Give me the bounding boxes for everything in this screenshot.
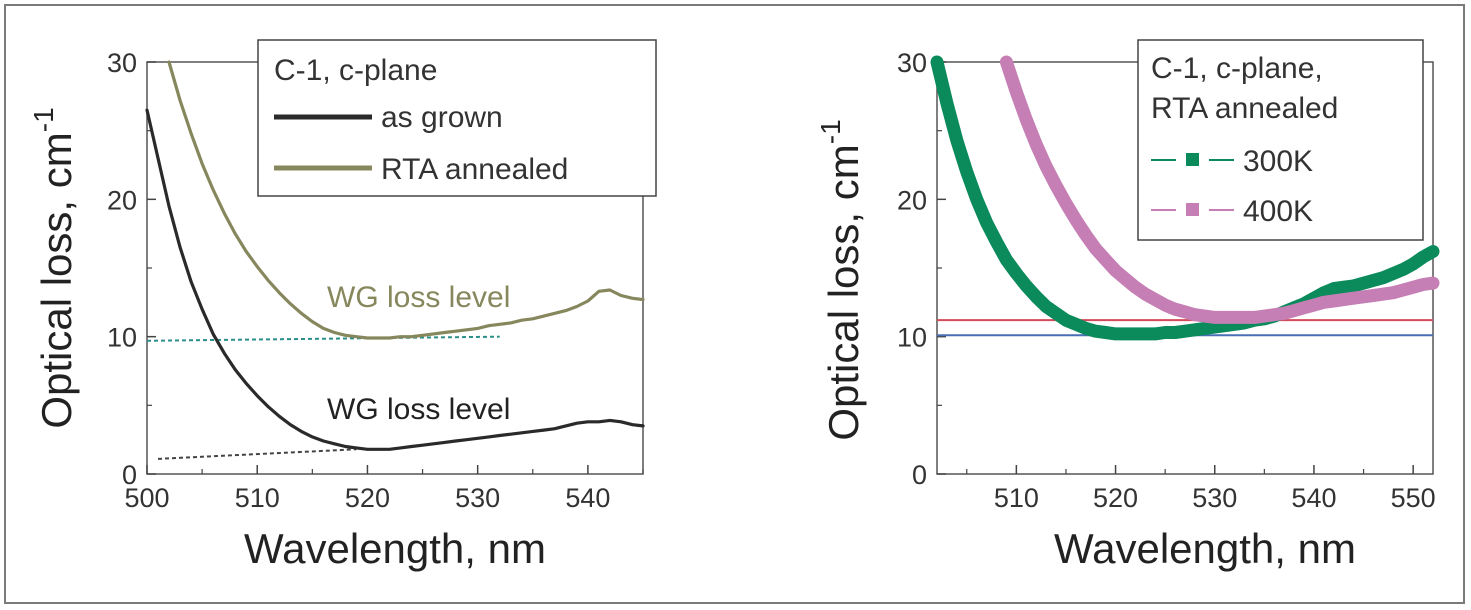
svg-text:Optical loss, cm-1: Optical loss, cm-1 — [815, 119, 867, 440]
left-upper-wg-label: WG loss level — [327, 281, 510, 314]
x-tick-label-0-4: 540 — [565, 483, 610, 513]
x-tick-label-1-3: 540 — [1291, 483, 1336, 513]
reference-line-0-1 — [157, 448, 357, 460]
left-series — [145, 60, 645, 451]
x-tick-label-1-2: 530 — [1192, 483, 1237, 513]
y-tick-label-1-0: 0 — [912, 460, 927, 490]
svg-text:Optical loss, cm-1: Optical loss, cm-1 — [28, 107, 80, 428]
left-legend-label-rta: RTA annealed — [381, 153, 568, 186]
right-y-axis-title-main: Optical loss, cm — [820, 144, 867, 440]
right-legend-label-400k: 400K — [1243, 195, 1313, 228]
left-y-axis-title: Optical loss, cm-1 — [28, 107, 80, 428]
right-legend-box — [1137, 39, 1424, 241]
x-tick-label-1-4: 550 — [1391, 483, 1436, 513]
series-line-1-0 — [930, 55, 1440, 341]
right-legend: C-1, c-plane, RTA annealed 300K 400K — [1137, 39, 1424, 241]
left-y-axis-title-sup: -1 — [28, 107, 59, 132]
y-tick-label-1-2: 20 — [897, 185, 927, 215]
left-ticks: 500 510 520 530 540 0 10 20 30 — [107, 48, 644, 513]
series-line-0-1 — [167, 60, 645, 340]
right-series — [930, 55, 1440, 341]
right-y-axis-title-sup: -1 — [815, 119, 846, 144]
x-tick-label-0-1: 510 — [235, 483, 280, 513]
series-line-0-0 — [145, 108, 645, 451]
left-x-axis-title: Wavelength, nm — [244, 525, 546, 572]
left-legend-title: C-1, c-plane — [274, 54, 437, 87]
x-tick-label-0-0: 500 — [124, 483, 169, 513]
y-tick-label-1-1: 10 — [897, 323, 927, 353]
right-legend-label-300k: 300K — [1243, 145, 1313, 178]
series-line-1-1 — [999, 55, 1440, 324]
left-y-axis-title-main: Optical loss, cm — [33, 132, 80, 428]
y-tick-label-1-3: 30 — [897, 48, 927, 78]
reference-line-0-0 — [146, 335, 500, 342]
right-legend-swatch-400k — [1151, 203, 1234, 216]
right-y-axis-title: Optical loss, cm-1 — [815, 119, 867, 440]
right-chart: 510 520 530 540 550 0 10 20 30 C-1, c-plane, RTA… — [815, 39, 1440, 572]
y-tick-label-0-1: 10 — [107, 323, 137, 353]
left-legend-label-as-grown: as grown — [381, 101, 503, 134]
right-legend-title-line1: C-1, c-plane, — [1151, 52, 1323, 85]
right-x-axis-title: Wavelength, nm — [1054, 525, 1356, 572]
x-tick-label-0-2: 520 — [345, 483, 390, 513]
right-legend-title-line2: RTA annealed — [1151, 92, 1338, 125]
left-lower-wg-label: WG loss level — [327, 393, 510, 426]
y-tick-label-0-2: 20 — [107, 185, 137, 215]
right-ticks: 510 520 530 540 550 0 10 20 30 — [897, 48, 1436, 513]
left-reference-lines — [146, 335, 500, 460]
left-legend: C-1, c-plane as grown RTA annealed — [257, 39, 657, 197]
x-tick-label-1-0: 510 — [994, 483, 1039, 513]
x-tick-label-1-1: 520 — [1093, 483, 1138, 513]
x-tick-label-0-3: 530 — [455, 483, 500, 513]
y-tick-label-0-0: 0 — [122, 460, 137, 490]
left-chart: 500 510 520 530 540 0 10 20 30 WG loss level WG … — [28, 39, 657, 572]
y-tick-label-0-3: 30 — [107, 48, 137, 78]
right-legend-swatch-300k — [1151, 153, 1234, 166]
